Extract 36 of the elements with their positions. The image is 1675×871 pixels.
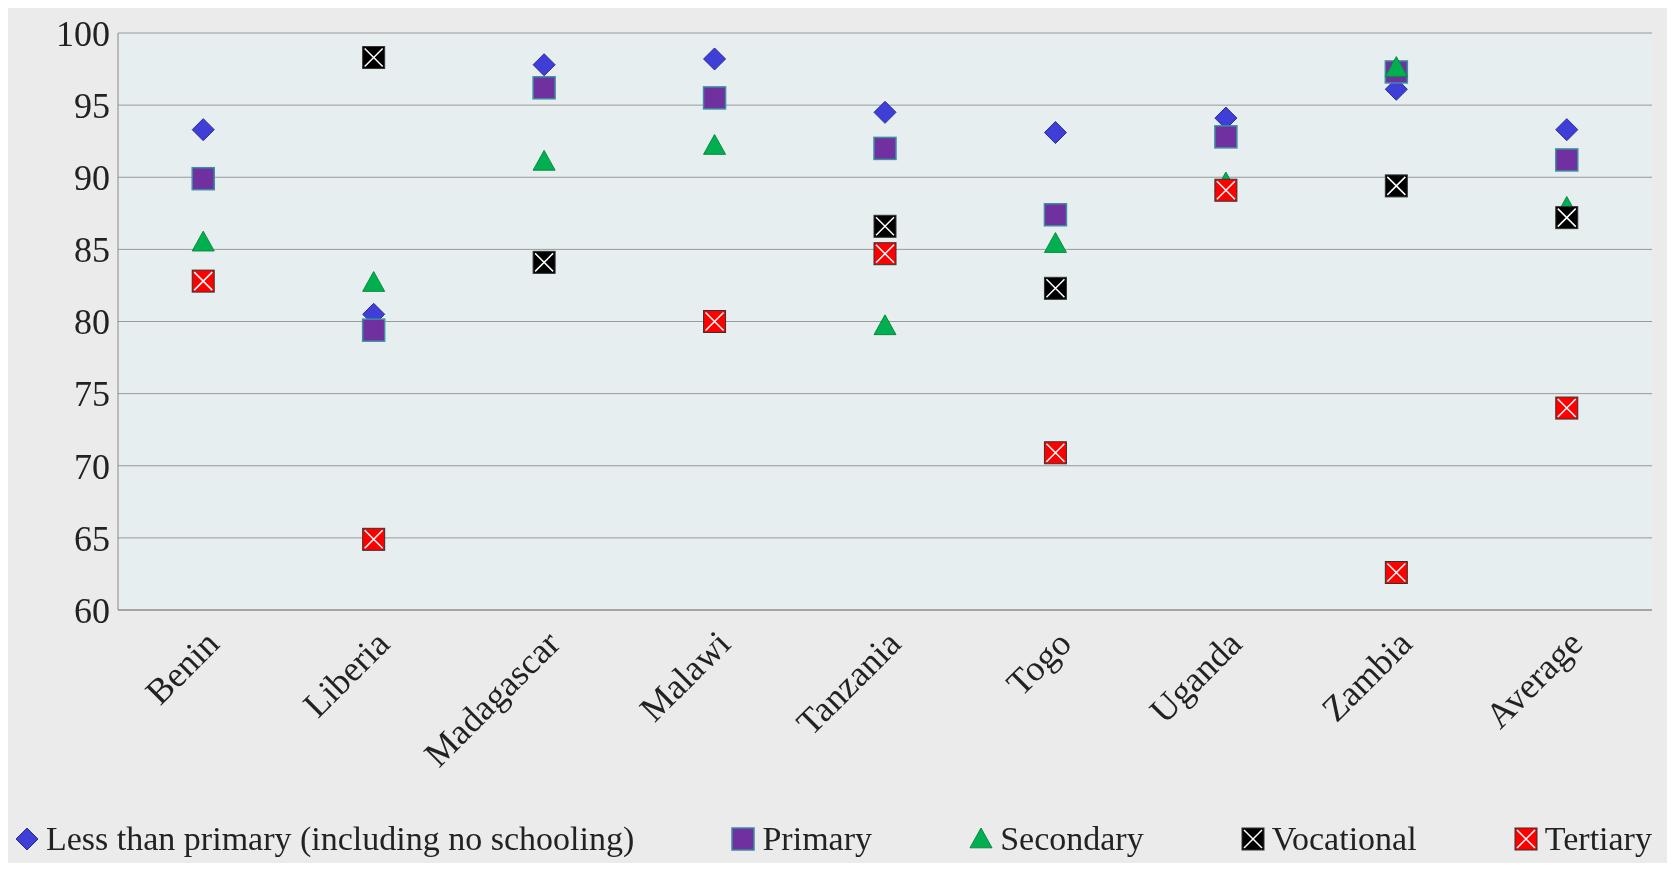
legend-label: Vocational [1271,820,1417,858]
point [1555,148,1579,172]
y-tick-label: 90 [74,158,110,199]
y-tick-label: 70 [74,446,110,487]
point [1384,56,1408,77]
point [873,100,897,124]
point [703,134,727,155]
y-tick-label: 85 [74,230,110,271]
y-tick-label: 100 [56,13,110,54]
point [1043,232,1067,253]
point [1043,203,1068,227]
point [703,47,727,71]
point [191,118,215,142]
point [702,86,727,110]
point [873,314,897,336]
point [362,271,386,292]
point [361,318,386,342]
legend-label: Primary [762,820,872,858]
y-tick-label: 80 [74,302,110,343]
point [1214,125,1238,149]
point [1555,118,1579,142]
point [1043,121,1067,145]
point [191,166,215,191]
point [532,53,556,77]
y-tick-label: 60 [74,590,110,631]
y-tick-label: 65 [74,518,110,559]
x-tick-label: Togo [998,623,1079,704]
point [191,230,215,252]
point [532,76,556,100]
legend-label: Tertiary [1544,820,1652,858]
y-tick-label: 75 [74,374,110,415]
legend-label: Less than primary (including no schooling) [46,820,635,858]
point [532,149,556,171]
y-tick-label: 95 [74,85,110,126]
legend-label: Secondary [1000,820,1144,858]
point [873,136,897,161]
